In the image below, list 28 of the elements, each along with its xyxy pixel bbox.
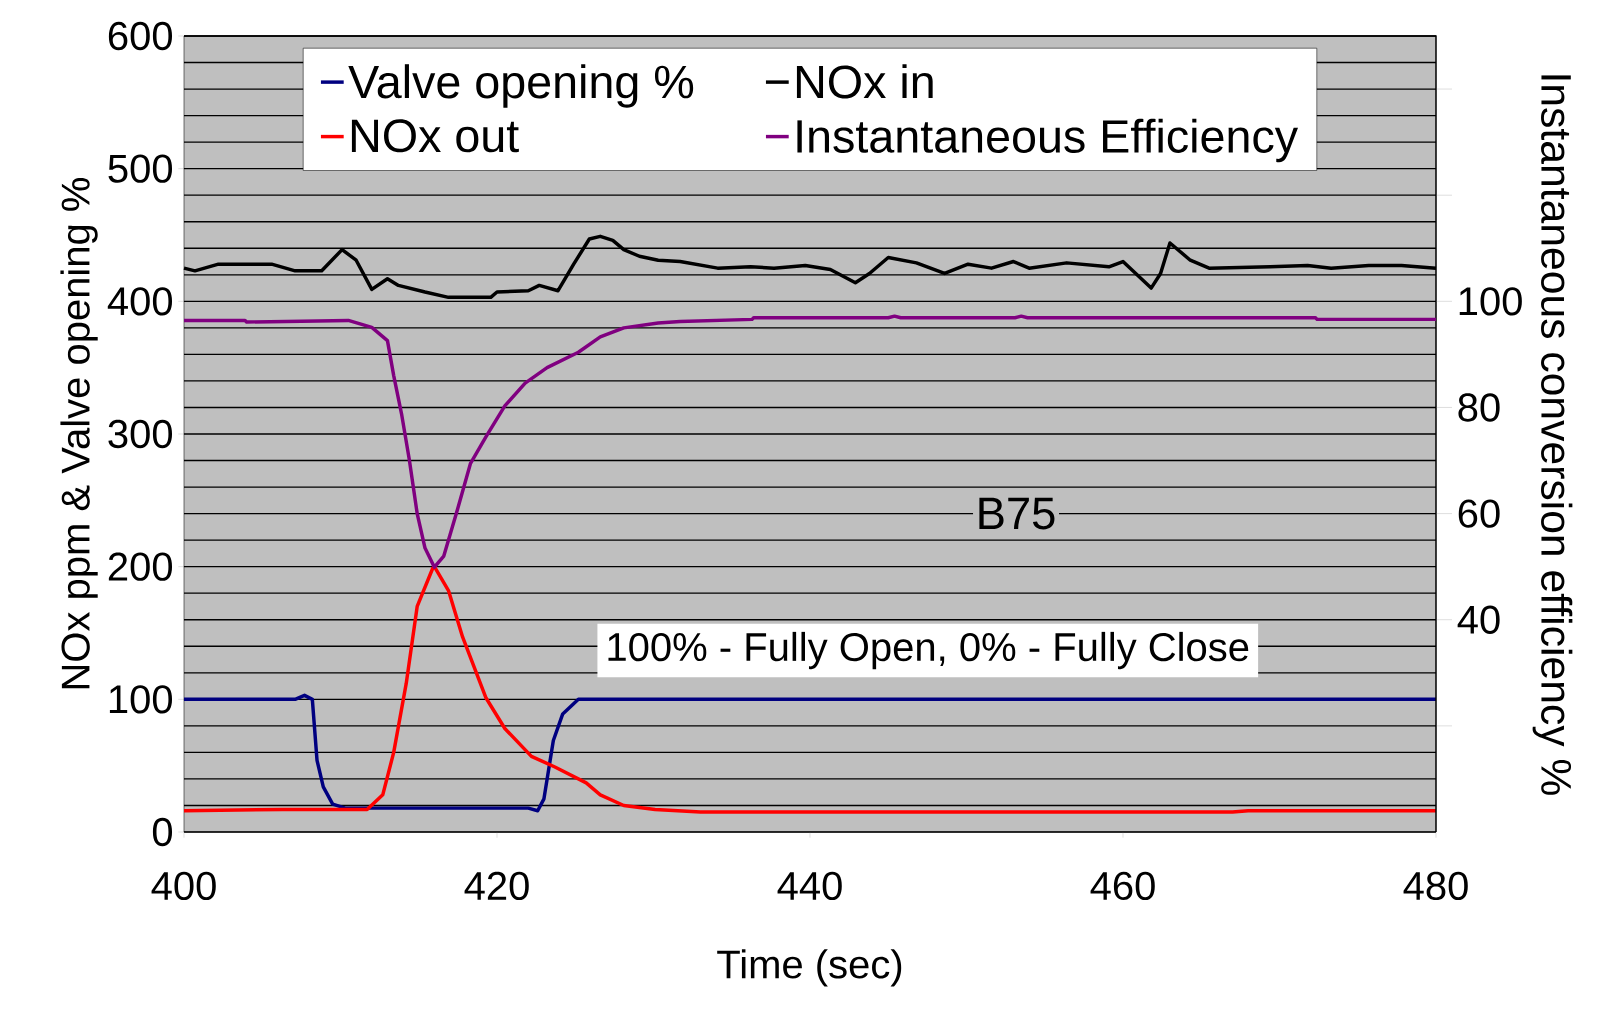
line-series xyxy=(182,693,1438,813)
x-tick-label: 400 xyxy=(151,871,216,901)
x-tick-label: 460 xyxy=(1090,871,1155,901)
line-series xyxy=(184,314,1436,569)
legend-label: NOx in xyxy=(796,64,933,99)
x-tick-label: 420 xyxy=(464,871,529,901)
x-axis-title: Time (sec) xyxy=(717,949,902,987)
line-series xyxy=(182,564,1438,814)
y2-tick-label: 60 xyxy=(1458,499,1500,528)
y2-tick-label: 80 xyxy=(1458,393,1500,422)
y-tick-label: 200 xyxy=(108,552,173,581)
legend-label: NOx out xyxy=(351,119,519,153)
y2-tick-label: 40 xyxy=(1457,605,1500,634)
y-tick-label: 0 xyxy=(152,817,173,847)
legend-label: Valve opening % xyxy=(348,64,694,108)
x-tick-label: 440 xyxy=(777,871,842,901)
annotation: B75 xyxy=(979,497,1055,530)
y-axis-title: NOx ppm & Valve opening % xyxy=(60,177,98,689)
y2-tick-label: 100 xyxy=(1459,287,1522,316)
y-tick-label: 500 xyxy=(108,154,173,183)
annotation: 100% - Fully Open, 0% - Fully Close xyxy=(608,631,1249,670)
legend-label: Instantaneous Efficiency xyxy=(797,118,1299,163)
y-tick-label: 400 xyxy=(107,287,173,316)
y2-axis-title: Instantaneous conversion efficiency % xyxy=(1532,75,1573,795)
x-tick-label: 480 xyxy=(1403,871,1468,901)
y-tick-label: 100 xyxy=(109,685,173,714)
y-tick-label: 300 xyxy=(108,419,173,449)
y-tick-label: 600 xyxy=(108,21,173,51)
